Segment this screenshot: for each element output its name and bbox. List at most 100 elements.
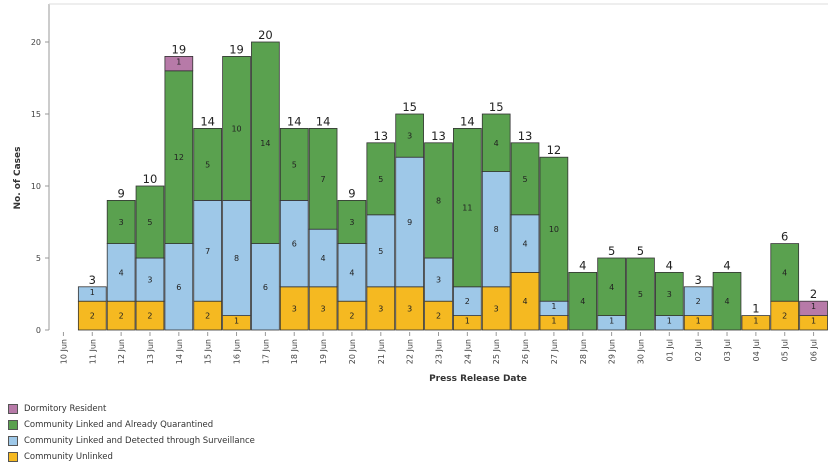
segment-value-label: 3 [436,276,441,285]
chart-bars [77,41,828,331]
bar-total-label: 13 [518,129,533,143]
legend-swatch [8,404,18,414]
bar-segment [683,286,713,316]
bar-segment [279,199,309,288]
segment-value-label: 6 [263,283,268,292]
y-tick-label: 20 [31,38,41,47]
bar-segment [222,56,251,201]
segment-value-label: 12 [174,153,184,162]
legend-item: Community Linked and Detected through Su… [8,433,255,449]
segment-value-label: 1 [753,317,758,326]
bar-segment [366,142,396,216]
y-tick-label: 0 [36,326,41,335]
bar-segment [424,257,453,302]
x-tick-label: 21 Jun [377,339,386,364]
segment-value-label: 1 [234,317,239,326]
segment-value-label: 8 [436,196,441,205]
x-tick-label: 13 Jun [146,339,155,364]
y-tick-label: 5 [36,254,41,263]
bar-segment [366,286,396,331]
bar-segment [366,214,396,288]
segment-value-label: 3 [378,304,383,313]
bar-total-label: 4 [666,258,673,272]
segment-value-label: 1 [90,288,95,297]
bar-segment [164,243,194,331]
legend-label: Community Linked and Detected through Su… [24,436,255,446]
bar-total-label: 5 [637,244,644,258]
x-tick-label: 24 Jun [463,339,472,364]
bar-segment [251,243,280,331]
segment-value-label: 14 [260,139,270,148]
segment-value-label: 3 [667,290,672,299]
segment-value-label: 4 [782,268,787,277]
x-tick-label: 25 Jun [492,339,501,364]
x-tick-label: 26 Jun [521,339,530,364]
x-tick-label: 11 Jun [88,339,97,364]
bar-total-label: 19 [172,42,187,56]
segment-value-label: 5 [292,160,297,169]
bar-total-label: 3 [695,273,702,287]
bar-segment [135,257,165,302]
x-tick-label: 23 Jun [435,339,444,364]
segment-value-label: 4 [609,283,614,292]
bar-total-label: 6 [781,230,788,244]
legend-swatch [8,452,18,462]
legend-item: Community Linked and Already Quarantined [8,417,255,433]
segment-value-label: 3 [407,132,412,141]
bar-segment [510,142,540,216]
x-tick-label: 22 Jun [406,339,415,364]
bar-segment [106,300,136,331]
segment-value-label: 3 [349,218,354,227]
bar-segment [77,286,107,302]
bar-total-label: 14 [316,114,331,128]
x-tick-label: 20 Jun [348,339,357,364]
legend-label: Community Linked and Already Quarantined [24,420,214,430]
bar-segment [193,199,223,302]
segment-value-label: 6 [176,283,181,292]
bar-total-label: 15 [402,100,417,114]
bar-segment [539,156,569,302]
x-tick-label: 01 Jul [665,339,674,361]
bar-segment [453,286,482,316]
bar-total-label: 15 [489,100,504,114]
x-tick-label: 05 Jul [781,339,790,361]
bar-segment [135,300,165,331]
segment-value-label: 1 [609,317,614,326]
bar-segment [164,70,194,245]
bar-segment [770,243,800,302]
bar-segment [308,127,338,230]
bar-segment [481,171,511,288]
x-tick-label: 06 Jul [810,339,819,361]
segment-value-label: 2 [465,297,470,306]
segment-value-label: 6 [292,240,297,249]
segment-value-label: 10 [231,124,241,133]
segment-value-label: 5 [523,175,528,184]
bar-total-label: 13 [431,129,446,143]
bar-segment [279,127,309,201]
x-axis-title: Press Release Date [429,374,527,384]
bar-segment [712,271,742,331]
segment-value-label: 1 [811,302,816,311]
segment-value-label: 1 [811,317,816,326]
bar-segment [279,286,309,331]
bar-segment [337,300,367,331]
x-tick-label: 29 Jun [608,339,617,364]
segment-value-label: 4 [580,297,585,306]
y-tick-label: 10 [31,182,41,191]
bar-segment [510,214,540,273]
segment-value-label: 5 [638,290,643,299]
bar-total-label: 12 [547,143,562,157]
segment-value-label: 1 [667,317,672,326]
bar-segment [510,271,540,331]
segment-value-label: 4 [494,139,499,148]
segment-value-label: 4 [349,268,354,277]
bar-total-label: 4 [579,258,586,272]
bar-total-label: 2 [810,287,817,301]
segment-value-label: 3 [147,276,152,285]
segment-value-label: 2 [349,312,354,321]
legend-label: Dormitory Resident [24,404,107,414]
segment-value-label: 1 [551,317,556,326]
legend-item: Community Unlinked [8,449,255,465]
bar-segment [337,199,367,244]
segment-value-label: 2 [147,312,152,321]
